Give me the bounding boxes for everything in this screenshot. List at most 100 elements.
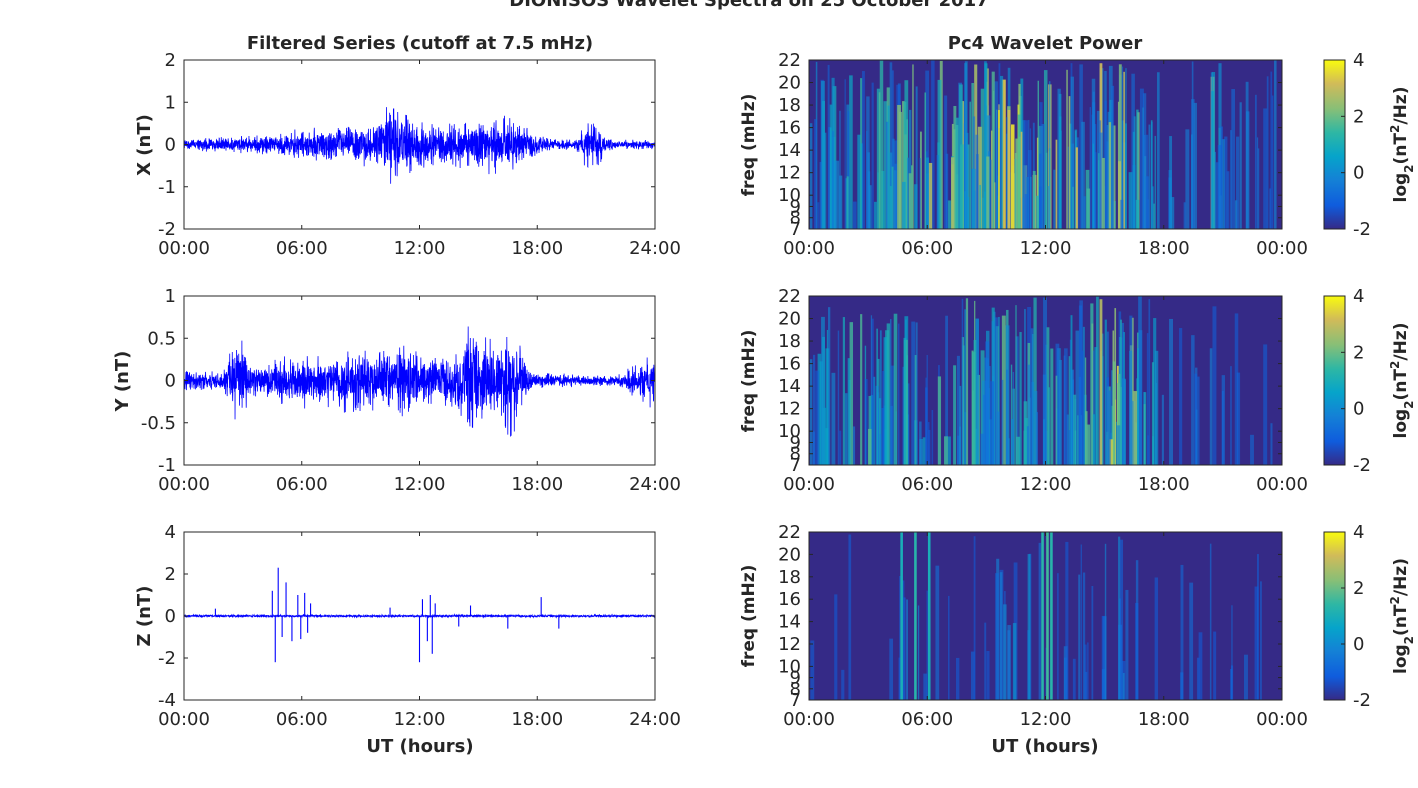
power-streak bbox=[1003, 604, 1007, 700]
power-streak bbox=[1080, 544, 1082, 700]
power-streak bbox=[814, 119, 817, 229]
power-streak bbox=[1121, 66, 1124, 229]
power-streak bbox=[980, 88, 985, 229]
power-streak bbox=[1007, 109, 1011, 229]
power-streak bbox=[971, 83, 974, 229]
power-streak bbox=[953, 105, 957, 229]
power-streak bbox=[831, 131, 834, 229]
power-streak bbox=[964, 309, 967, 465]
power-streak bbox=[1250, 434, 1254, 465]
power-streak bbox=[937, 376, 942, 465]
z-series-ticks: 00:00 06:00 12:00 18:00 24:00 -4 -2 0 2 4 bbox=[158, 522, 681, 730]
colorbar-label: log2(nT2/Hz) bbox=[1388, 323, 1416, 439]
power-streak bbox=[1263, 344, 1268, 465]
z-wavelet-background bbox=[809, 532, 1282, 700]
power-streak bbox=[876, 328, 878, 465]
power-streak bbox=[1015, 138, 1018, 229]
power-streak bbox=[996, 411, 1000, 465]
power-streak bbox=[1131, 317, 1134, 465]
power-streak bbox=[889, 638, 894, 700]
y-tick-label: 0 bbox=[165, 135, 176, 156]
power-streak bbox=[969, 101, 972, 229]
power-streak bbox=[984, 622, 987, 700]
y-tick-label: 10 bbox=[778, 185, 801, 206]
power-streak bbox=[849, 322, 854, 465]
power-streak bbox=[842, 317, 845, 465]
power-streak bbox=[945, 153, 949, 229]
power-streak bbox=[971, 352, 976, 465]
y-tick-label: 7 bbox=[790, 219, 801, 240]
power-streak bbox=[1068, 96, 1071, 229]
power-streak bbox=[829, 104, 833, 229]
power-streak bbox=[860, 314, 863, 465]
y-wavelet-ylabel: freq (mHz) bbox=[739, 330, 759, 433]
power-streak bbox=[945, 315, 948, 465]
power-streak bbox=[1111, 85, 1115, 229]
power-streak bbox=[999, 572, 1003, 700]
z-wavelet-xlabel: UT (hours) bbox=[991, 736, 1098, 757]
power-streak bbox=[953, 365, 957, 465]
power-streak bbox=[970, 651, 975, 700]
power-streak bbox=[966, 148, 969, 229]
power-streak bbox=[860, 143, 863, 229]
power-streak bbox=[976, 154, 979, 229]
x-tick-label: 24:00 bbox=[629, 474, 681, 495]
z-wavelet-power bbox=[810, 532, 1262, 700]
power-streak bbox=[1082, 326, 1085, 465]
power-streak bbox=[1028, 119, 1030, 229]
power-streak bbox=[902, 181, 906, 229]
power-streak bbox=[1106, 377, 1110, 465]
power-streak bbox=[883, 101, 888, 229]
power-streak bbox=[1012, 371, 1015, 465]
power-streak bbox=[1118, 161, 1122, 229]
power-streak bbox=[1024, 418, 1028, 465]
power-streak bbox=[1055, 375, 1058, 465]
power-streak bbox=[1236, 372, 1241, 465]
power-streak bbox=[1121, 378, 1126, 465]
power-streak bbox=[882, 370, 885, 465]
y-tick-label: -1 bbox=[158, 177, 176, 198]
power-streak bbox=[844, 79, 846, 230]
y-tick-label: 10 bbox=[778, 421, 801, 442]
power-streak bbox=[1066, 414, 1069, 465]
power-streak bbox=[1117, 373, 1121, 465]
power-streak bbox=[890, 365, 895, 465]
power-streak bbox=[1015, 305, 1017, 465]
power-streak bbox=[1118, 64, 1122, 229]
power-streak bbox=[1057, 573, 1059, 700]
y-tick-label: -4 bbox=[158, 690, 176, 711]
power-streak bbox=[1053, 169, 1056, 229]
power-streak bbox=[1048, 81, 1051, 229]
power-streak bbox=[1109, 439, 1114, 465]
y-tick-label: 20 bbox=[778, 309, 801, 330]
power-streak bbox=[980, 433, 984, 465]
power-streak bbox=[1212, 72, 1216, 230]
power-streak bbox=[908, 173, 912, 229]
power-streak bbox=[1091, 585, 1094, 700]
power-streak bbox=[1135, 199, 1140, 229]
power-streak bbox=[1217, 145, 1222, 229]
y-tick-label: 8 bbox=[790, 679, 801, 700]
power-streak bbox=[1169, 318, 1174, 465]
power-streak bbox=[923, 673, 928, 700]
power-streak bbox=[1043, 70, 1048, 229]
power-streak bbox=[1112, 125, 1116, 229]
power-ridge bbox=[914, 532, 917, 700]
power-streak bbox=[852, 426, 856, 465]
power-streak bbox=[985, 341, 990, 465]
power-streak bbox=[943, 436, 948, 465]
power-streak bbox=[1038, 542, 1042, 700]
y-series-ticks: 00:00 06:00 12:00 18:00 24:00 -1 -0.5 0 0.5 1 bbox=[141, 286, 681, 495]
power-streak bbox=[928, 162, 933, 229]
power-streak bbox=[869, 185, 872, 229]
x-tick-label: 06:00 bbox=[276, 474, 328, 495]
x-tick-label: 18:00 bbox=[511, 709, 563, 730]
x-tick-label: 18:00 bbox=[1138, 474, 1190, 495]
power-streak bbox=[810, 640, 815, 700]
z-series-xlabel: UT (hours) bbox=[366, 736, 473, 757]
power-streak bbox=[1073, 394, 1077, 465]
power-streak bbox=[1019, 332, 1022, 465]
power-streak bbox=[1191, 61, 1194, 229]
y-tick-label: 22 bbox=[778, 50, 801, 71]
power-streak bbox=[903, 337, 907, 465]
